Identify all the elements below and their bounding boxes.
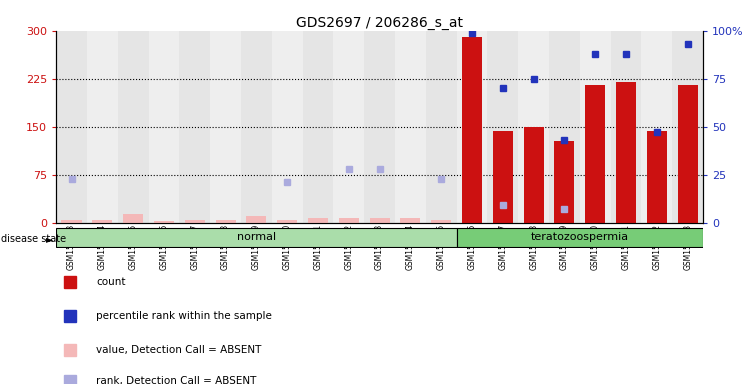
Bar <box>585 85 605 223</box>
Text: ►: ► <box>46 234 54 244</box>
Bar <box>272 31 303 223</box>
Bar <box>647 131 667 223</box>
Bar <box>185 220 205 223</box>
Text: rank, Detection Call = ABSENT: rank, Detection Call = ABSENT <box>96 376 257 384</box>
Bar <box>431 220 451 223</box>
Bar <box>488 31 518 223</box>
Bar <box>210 31 241 223</box>
Bar <box>123 214 143 223</box>
Bar <box>426 31 456 223</box>
Bar <box>518 31 549 223</box>
Bar <box>87 31 117 223</box>
Bar <box>154 221 174 223</box>
Bar <box>117 31 149 223</box>
Bar <box>56 31 87 223</box>
Bar <box>610 31 642 223</box>
Bar <box>549 31 580 223</box>
Bar <box>462 37 482 223</box>
Bar <box>580 31 610 223</box>
Bar <box>215 220 236 223</box>
Text: teratozoospermia: teratozoospermia <box>531 232 629 242</box>
Bar <box>364 31 395 223</box>
Bar <box>456 31 488 223</box>
Bar <box>278 220 297 223</box>
Text: normal: normal <box>237 232 276 242</box>
Title: GDS2697 / 206286_s_at: GDS2697 / 206286_s_at <box>296 16 463 30</box>
Bar <box>395 31 426 223</box>
Bar <box>303 31 334 223</box>
Text: percentile rank within the sample: percentile rank within the sample <box>96 311 272 321</box>
Bar <box>400 218 420 223</box>
Text: disease state: disease state <box>1 234 67 244</box>
Bar <box>524 127 544 223</box>
Bar <box>308 218 328 223</box>
Text: count: count <box>96 277 126 287</box>
Bar <box>56 228 456 247</box>
Bar <box>456 228 703 247</box>
Bar <box>149 31 180 223</box>
Bar <box>616 82 636 223</box>
Text: value, Detection Call = ABSENT: value, Detection Call = ABSENT <box>96 345 262 355</box>
Bar <box>678 85 698 223</box>
Bar <box>370 218 390 223</box>
Bar <box>180 31 210 223</box>
Bar <box>672 31 703 223</box>
Bar <box>554 141 574 223</box>
Bar <box>92 220 112 223</box>
Bar <box>246 216 266 223</box>
Bar <box>241 31 272 223</box>
Bar <box>642 31 672 223</box>
Bar <box>61 220 82 223</box>
Bar <box>339 218 359 223</box>
Bar <box>493 131 513 223</box>
Bar <box>334 31 364 223</box>
